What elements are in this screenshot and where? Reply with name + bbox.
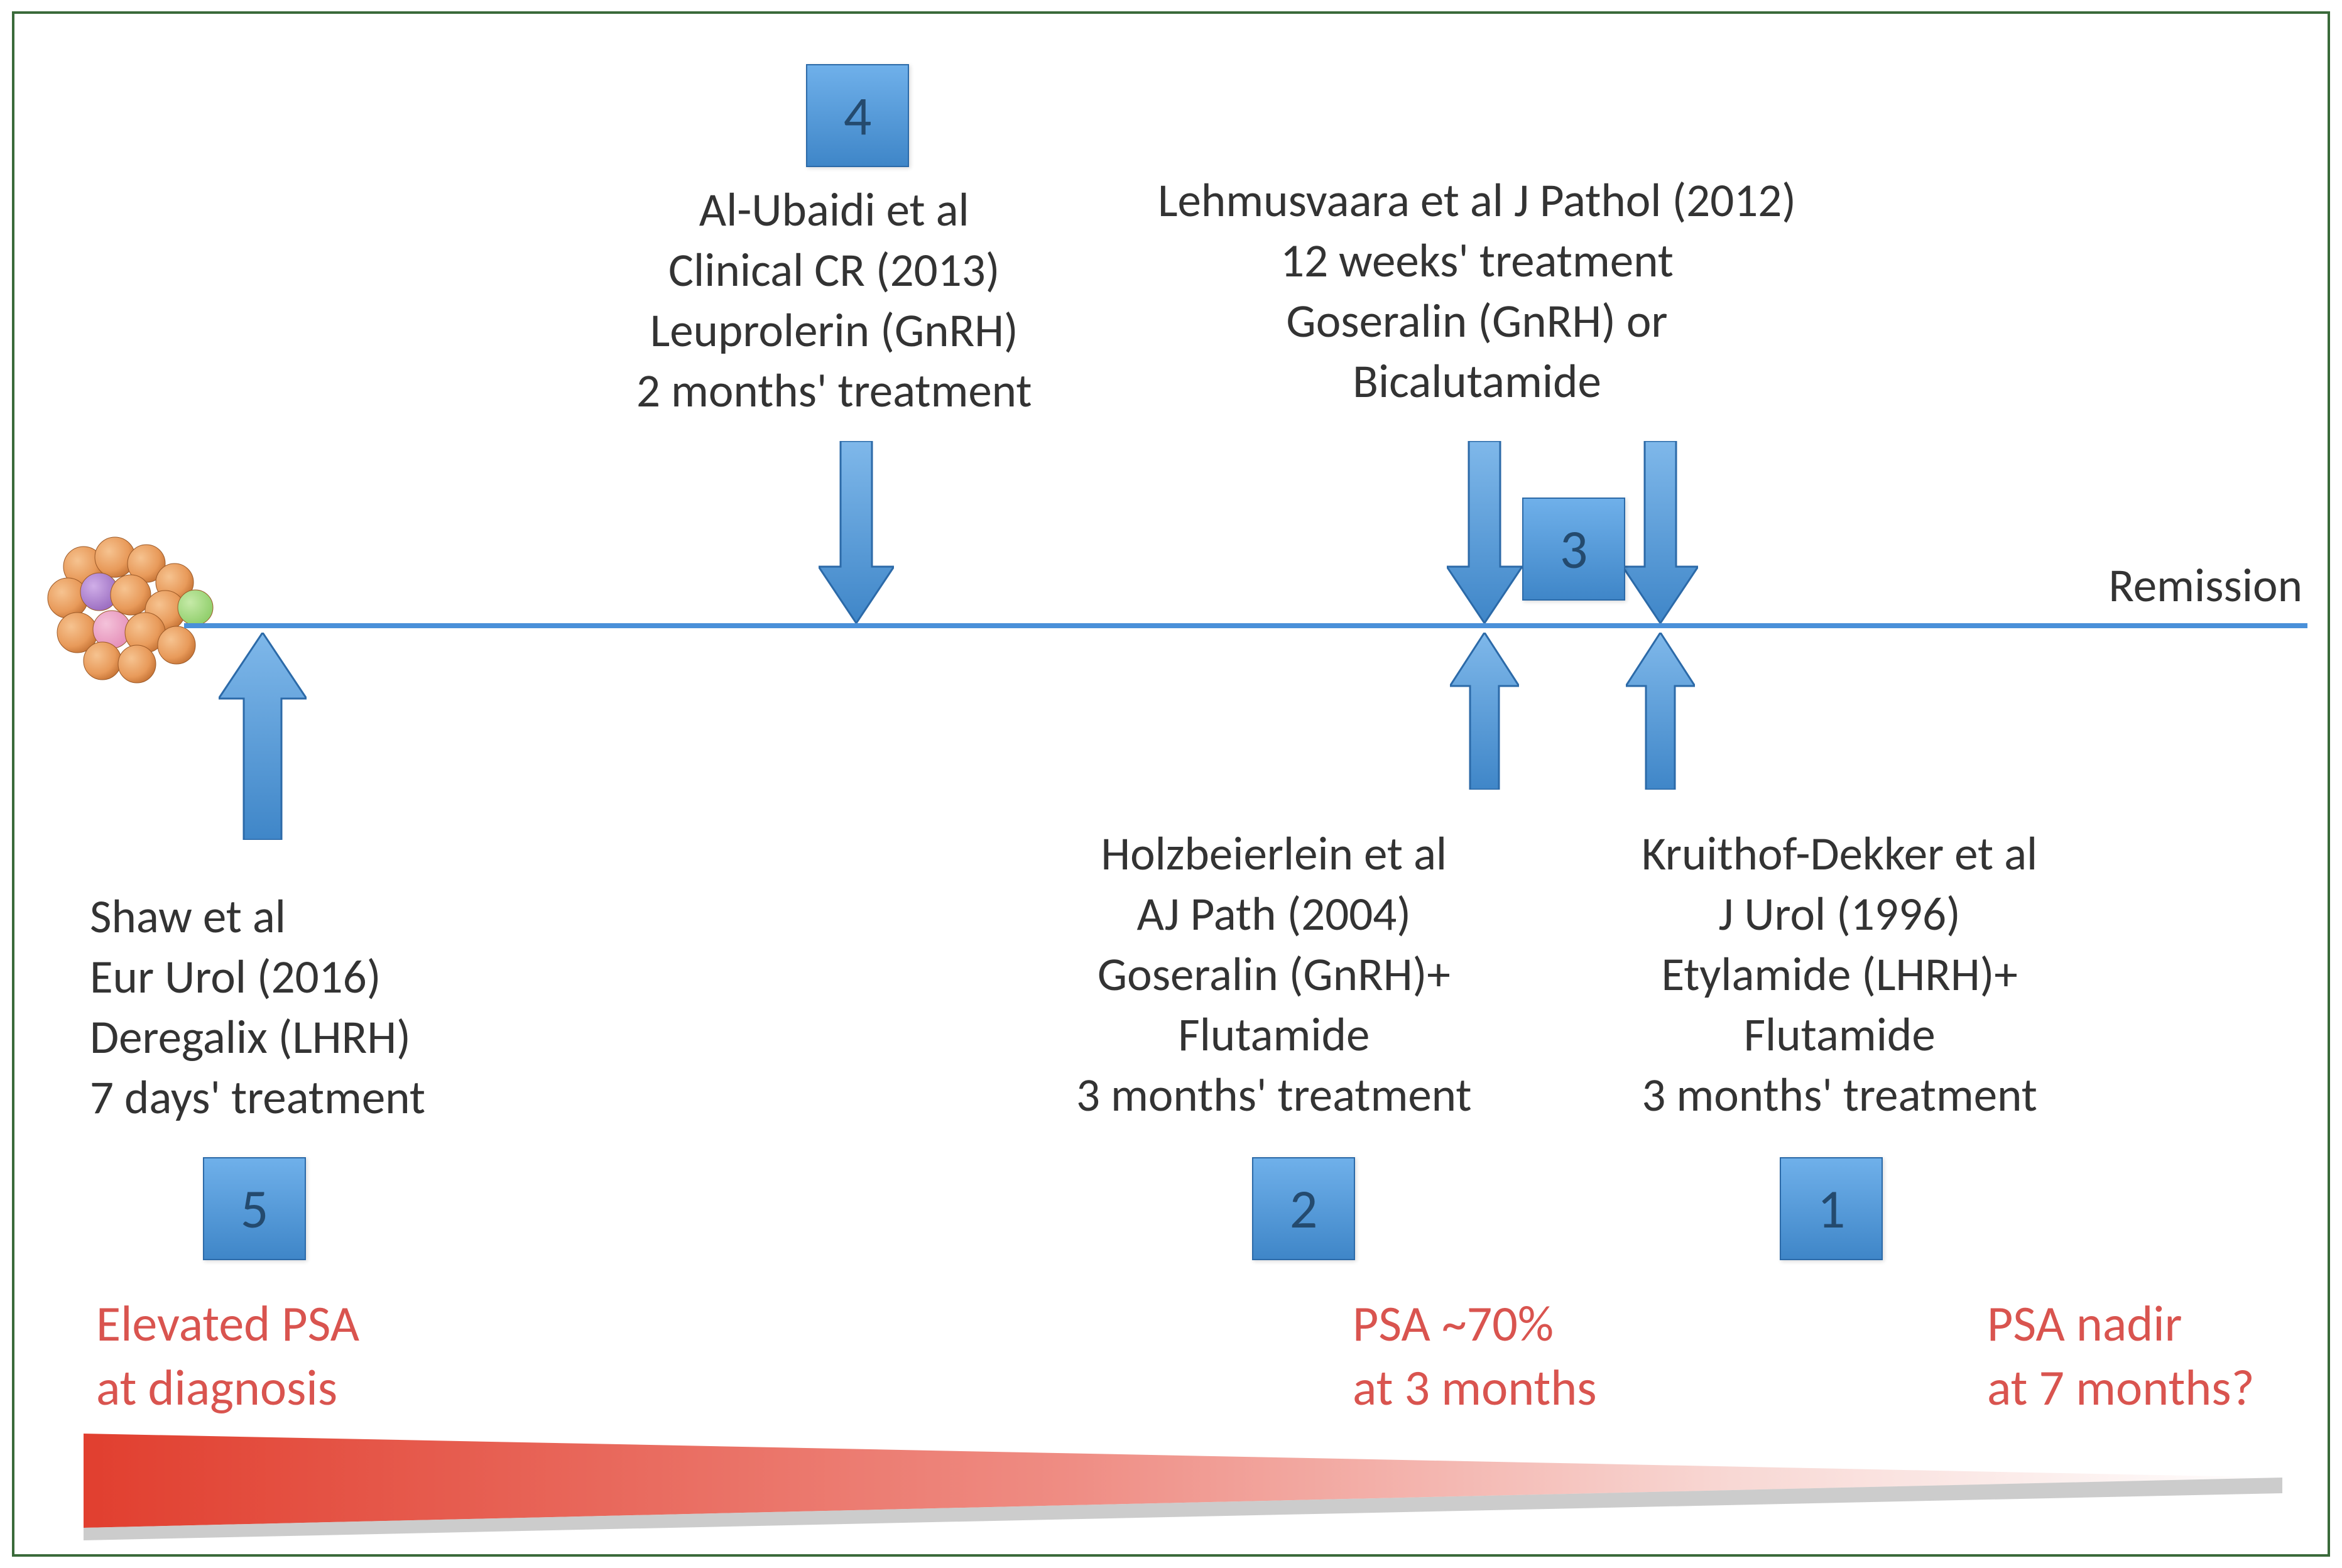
numbox-4-label: 4 [844,82,872,150]
arrow-down-study-3-right [1623,441,1698,623]
study-1-text: Kruithof-Dekker et al J Urol (1996) Etyl… [1642,824,2037,1126]
numbox-5-label: 5 [241,1175,269,1243]
arrow-down-study-4 [819,441,894,623]
numbox-2-label: 2 [1290,1175,1318,1243]
arrow-up-study-5 [219,633,307,840]
numbox-3-label: 3 [1560,515,1588,583]
cell-cluster-icon [40,529,228,692]
psa-annotation-elevated: Elevated PSA at diagnosis [96,1292,359,1421]
arrow-up-study-2 [1450,633,1519,790]
numbox-1-label: 1 [1817,1175,1846,1243]
psa-annotation-nadir: PSA nadir at 7 months? [1987,1292,2255,1421]
study-5-text: Shaw et al Eur Urol (2016) Deregalix (LH… [90,887,425,1128]
arrow-up-study-1 [1626,633,1695,790]
numbox-5: 5 [203,1157,306,1260]
timeline-line [184,623,2307,628]
numbox-2: 2 [1252,1157,1355,1260]
psa-annotation-70pct: PSA ~70% at 3 months [1353,1292,1597,1421]
study-3-text: Lehmusvaara et al J Pathol (2012) 12 wee… [1158,171,1796,412]
study-2-text: Holzbeierlein et al AJ Path (2004) Goser… [1076,824,1472,1126]
study-4-text: Al-Ubaidi et al Clinical CR (2013) Leupr… [636,180,1032,422]
timeline-end-label: Remission [2108,557,2302,614]
diagram-frame: Remission 4 Al-Ubaidi et al Clinical CR … [12,11,2330,1557]
numbox-4: 4 [806,64,909,167]
numbox-3: 3 [1522,498,1625,601]
numbox-1: 1 [1780,1157,1883,1260]
arrow-down-study-3-left [1447,441,1522,623]
psa-gradient-bar [84,1434,2282,1540]
